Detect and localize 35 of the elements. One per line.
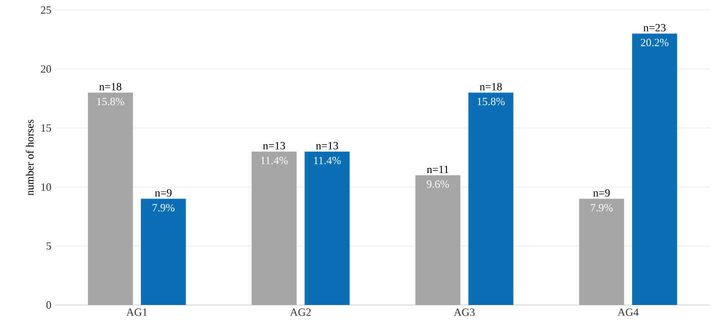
annotation: 11.4% xyxy=(314,156,341,164)
annotation: 20.2% xyxy=(640,38,668,46)
y-tick-label: 15 xyxy=(41,124,52,132)
bar xyxy=(632,34,678,305)
data-label: n=9 xyxy=(155,189,172,197)
data-label: n=9 xyxy=(593,189,610,197)
annotation: 11.4% xyxy=(261,156,288,164)
annotation: 9.6% xyxy=(426,180,449,188)
y-tick-label: 0 xyxy=(46,301,52,309)
data-label: n=13 xyxy=(316,142,338,150)
data-label: n=11 xyxy=(426,166,448,173)
y-tick-label: 20 xyxy=(40,65,52,73)
x-tick-label: AG4 xyxy=(618,308,639,316)
bar xyxy=(579,198,624,305)
bar xyxy=(304,152,350,305)
bar xyxy=(415,175,460,305)
data-label: n=18 xyxy=(480,82,502,90)
data-label: n=18 xyxy=(99,82,122,90)
bar xyxy=(252,152,297,305)
x-tick-label: AG1 xyxy=(126,308,147,316)
annotation: 7.9% xyxy=(152,204,174,212)
bar xyxy=(468,92,514,305)
y-tick-label: 25 xyxy=(40,6,52,14)
annotation: 15.8% xyxy=(478,98,505,106)
bar xyxy=(140,198,186,305)
y-tick-label: 10 xyxy=(41,183,52,191)
annotation: 7.9% xyxy=(590,204,613,212)
annotation: 15.8% xyxy=(97,98,124,106)
y-axis-title: number of horses xyxy=(26,120,34,196)
data-label: n=23 xyxy=(644,24,666,32)
y-tick-label: 5 xyxy=(46,242,52,250)
data-label: n=13 xyxy=(263,142,286,150)
x-tick-label: AG3 xyxy=(454,308,475,316)
x-tick-label: AG2 xyxy=(290,308,311,316)
bar xyxy=(88,92,133,305)
